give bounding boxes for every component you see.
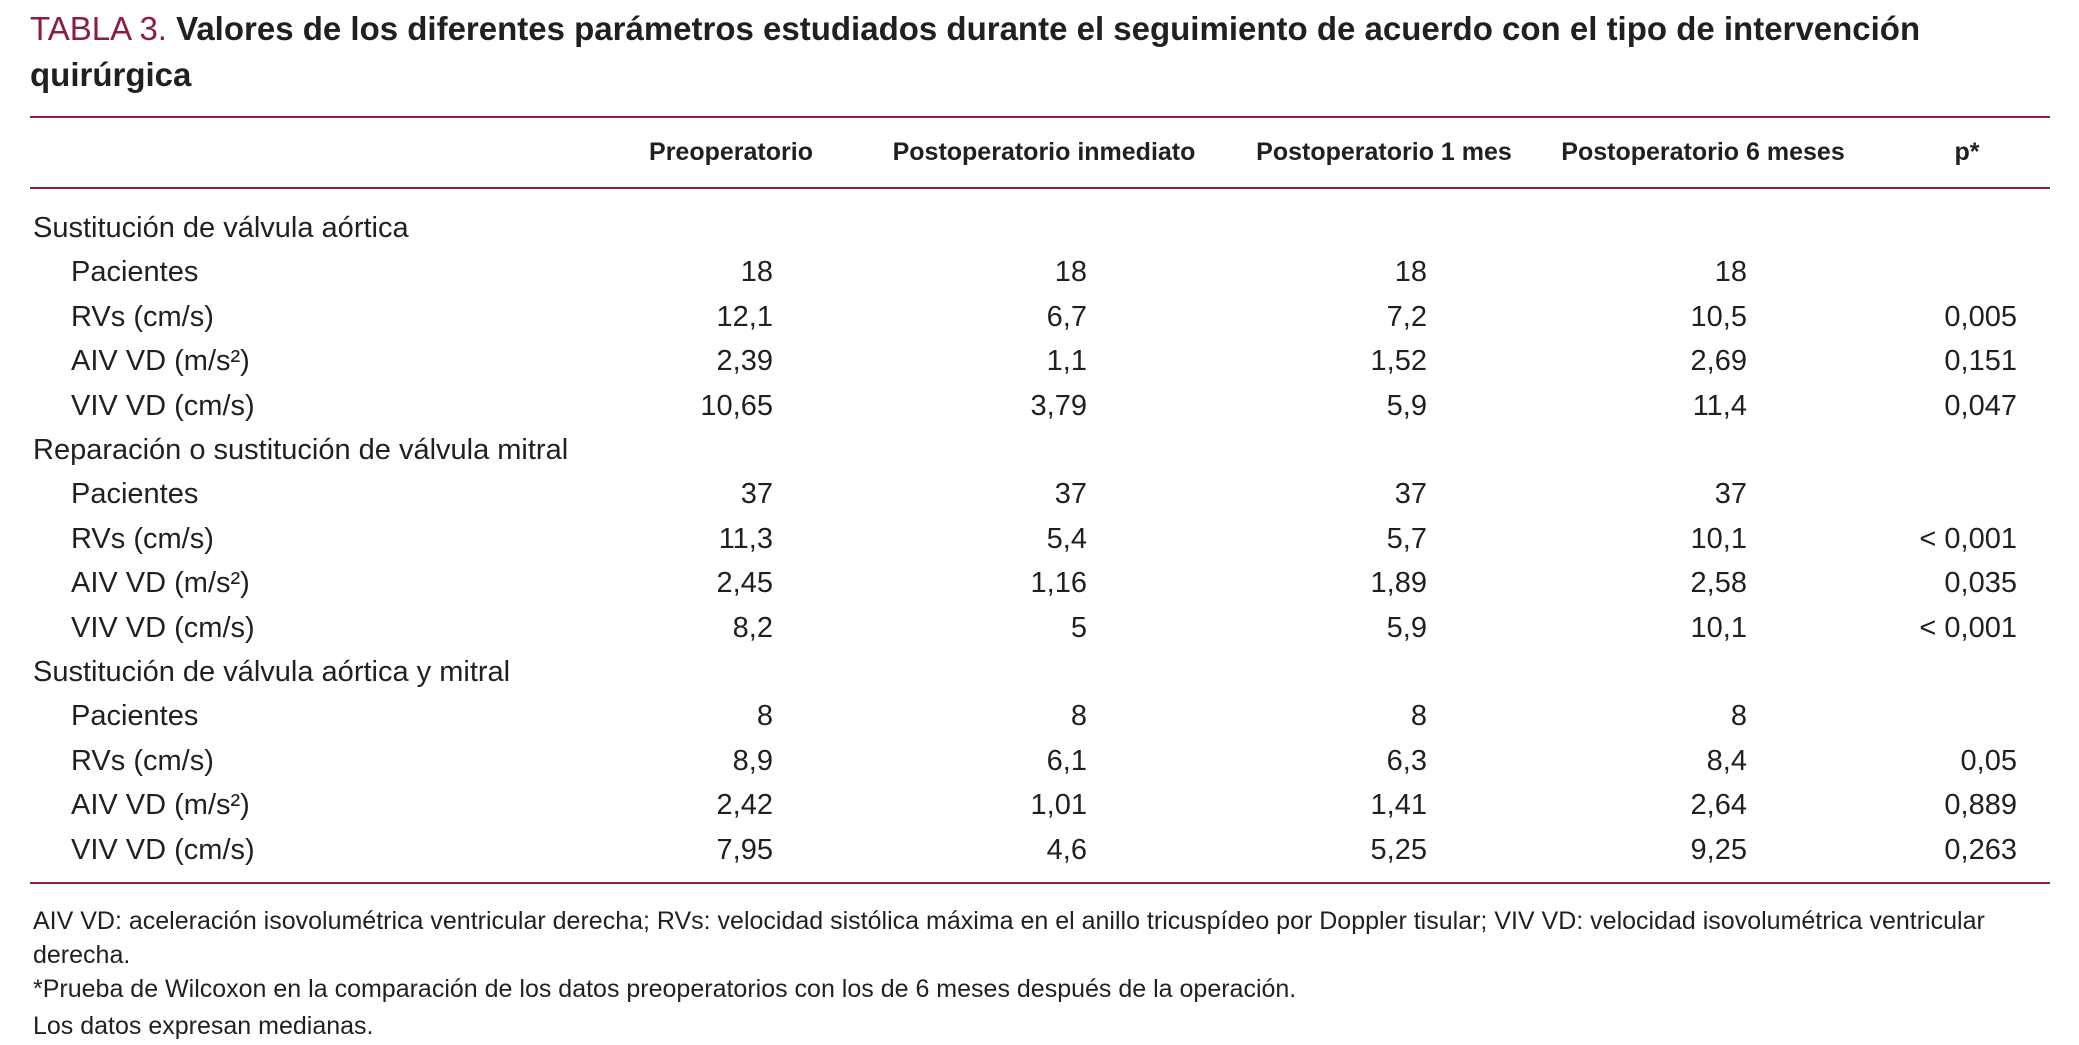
footnote: Los datos expresan medianas. <box>33 1012 374 1040</box>
cell-value: 37 <box>1394 478 1427 511</box>
cell-value: 18 <box>1394 256 1427 289</box>
cell-value: 2,58 <box>1690 567 1747 600</box>
cell-value: 5,25 <box>1370 833 1427 866</box>
header-rule <box>30 187 2050 189</box>
cell-value: 8,9 <box>732 744 773 777</box>
cell-value: 8 <box>1730 700 1747 733</box>
row-label: Pacientes <box>71 478 199 511</box>
cell-value: 5,7 <box>1386 522 1427 555</box>
cell-value: 0,263 <box>1944 833 2017 866</box>
cell-value: 8 <box>1410 700 1427 733</box>
row-label: Pacientes <box>71 256 199 289</box>
cell-value: 18 <box>1054 256 1087 289</box>
cell-value: 8,2 <box>732 611 773 644</box>
cell-value: 0,151 <box>1944 345 2017 378</box>
cell-value: 8,4 <box>1706 744 1747 777</box>
cell-value: 1,41 <box>1370 789 1427 822</box>
title-label: TABLA 3. <box>30 10 167 47</box>
cell-value: 4,6 <box>1046 833 1087 866</box>
cell-value: 12,1 <box>716 300 773 333</box>
cell-value: 1,89 <box>1370 567 1427 600</box>
row-label: RVs (cm/s) <box>71 522 214 555</box>
title-text: Valores de los diferentes parámetros est… <box>30 10 1921 93</box>
cell-value: 8 <box>756 700 773 733</box>
cell-value: 1,16 <box>1030 567 1087 600</box>
row-label: AIV VD (m/s²) <box>71 567 250 600</box>
cell-value: 18 <box>740 256 773 289</box>
cell-value: 6,3 <box>1386 744 1427 777</box>
cell-value: 37 <box>1714 478 1747 511</box>
cell-value: 0,035 <box>1944 567 2017 600</box>
cell-value: 0,05 <box>1960 744 2017 777</box>
group-label: Sustitución de válvula aórtica y mitral <box>33 656 511 688</box>
group-label: Reparación o sustitución de válvula mitr… <box>33 434 569 466</box>
cell-value: 10,1 <box>1690 522 1747 555</box>
column-header: Preoperatorio <box>649 138 813 166</box>
cell-value: 0,047 <box>1944 389 2017 422</box>
row-label: VIV VD (cm/s) <box>71 389 255 422</box>
table-title: TABLA 3. Valores de los diferentes parám… <box>30 6 1990 98</box>
cell-value: 0,889 <box>1944 789 2017 822</box>
cell-value: 7,2 <box>1386 300 1427 333</box>
cell-value: 2,69 <box>1690 345 1747 378</box>
column-header: Postoperatorio 6 meses <box>1561 138 1845 166</box>
cell-value: 37 <box>1054 478 1087 511</box>
cell-value: 2,45 <box>716 567 773 600</box>
cell-value: 37 <box>740 478 773 511</box>
cell-value: 5 <box>1070 611 1087 644</box>
row-label: RVs (cm/s) <box>71 300 214 333</box>
cell-value: 18 <box>1714 256 1747 289</box>
cell-value: 6,1 <box>1046 744 1087 777</box>
cell-value: 10,1 <box>1690 611 1747 644</box>
top-rule <box>30 116 2050 118</box>
cell-value: 9,25 <box>1690 833 1747 866</box>
cell-value: 11,4 <box>1692 389 1747 422</box>
footnote: *Prueba de Wilcoxon en la comparación de… <box>33 975 1297 1003</box>
footnote: AIV VD: aceleración isovolumétrica ventr… <box>33 907 1985 969</box>
cell-value: 7,95 <box>716 833 773 866</box>
row-label: VIV VD (cm/s) <box>71 833 255 866</box>
row-label: AIV VD (m/s²) <box>71 789 250 822</box>
cell-value: 10,65 <box>700 389 773 422</box>
cell-value: 1,1 <box>1046 345 1087 378</box>
cell-value: 5,9 <box>1386 611 1427 644</box>
cell-value: 5,9 <box>1386 389 1427 422</box>
cell-value: 2,64 <box>1690 789 1747 822</box>
cell-value: 11,3 <box>718 522 773 555</box>
cell-value: 0,005 <box>1944 300 2017 333</box>
cell-value: 2,42 <box>716 789 773 822</box>
column-header: Postoperatorio 1 mes <box>1256 138 1512 166</box>
row-label: Pacientes <box>71 700 199 733</box>
cell-value: 1,01 <box>1030 789 1087 822</box>
cell-value: 10,5 <box>1690 300 1747 333</box>
column-header: Postoperatorio inmediato <box>892 138 1196 166</box>
group-label: Sustitución de válvula aórtica <box>33 212 409 244</box>
cell-value: 5,4 <box>1046 522 1087 555</box>
column-header: p* <box>1954 138 1980 166</box>
row-label: VIV VD (cm/s) <box>71 611 255 644</box>
cell-value: 1,52 <box>1370 345 1427 378</box>
cell-value: 3,79 <box>1030 389 1087 422</box>
cell-value: 6,7 <box>1046 300 1087 333</box>
bottom-rule <box>30 882 2050 884</box>
row-label: RVs (cm/s) <box>71 744 214 777</box>
cell-value: < 0,001 <box>1919 522 2017 555</box>
row-label: AIV VD (m/s²) <box>71 345 250 378</box>
cell-value: 8 <box>1070 700 1087 733</box>
cell-value: < 0,001 <box>1919 611 2017 644</box>
cell-value: 2,39 <box>716 345 773 378</box>
